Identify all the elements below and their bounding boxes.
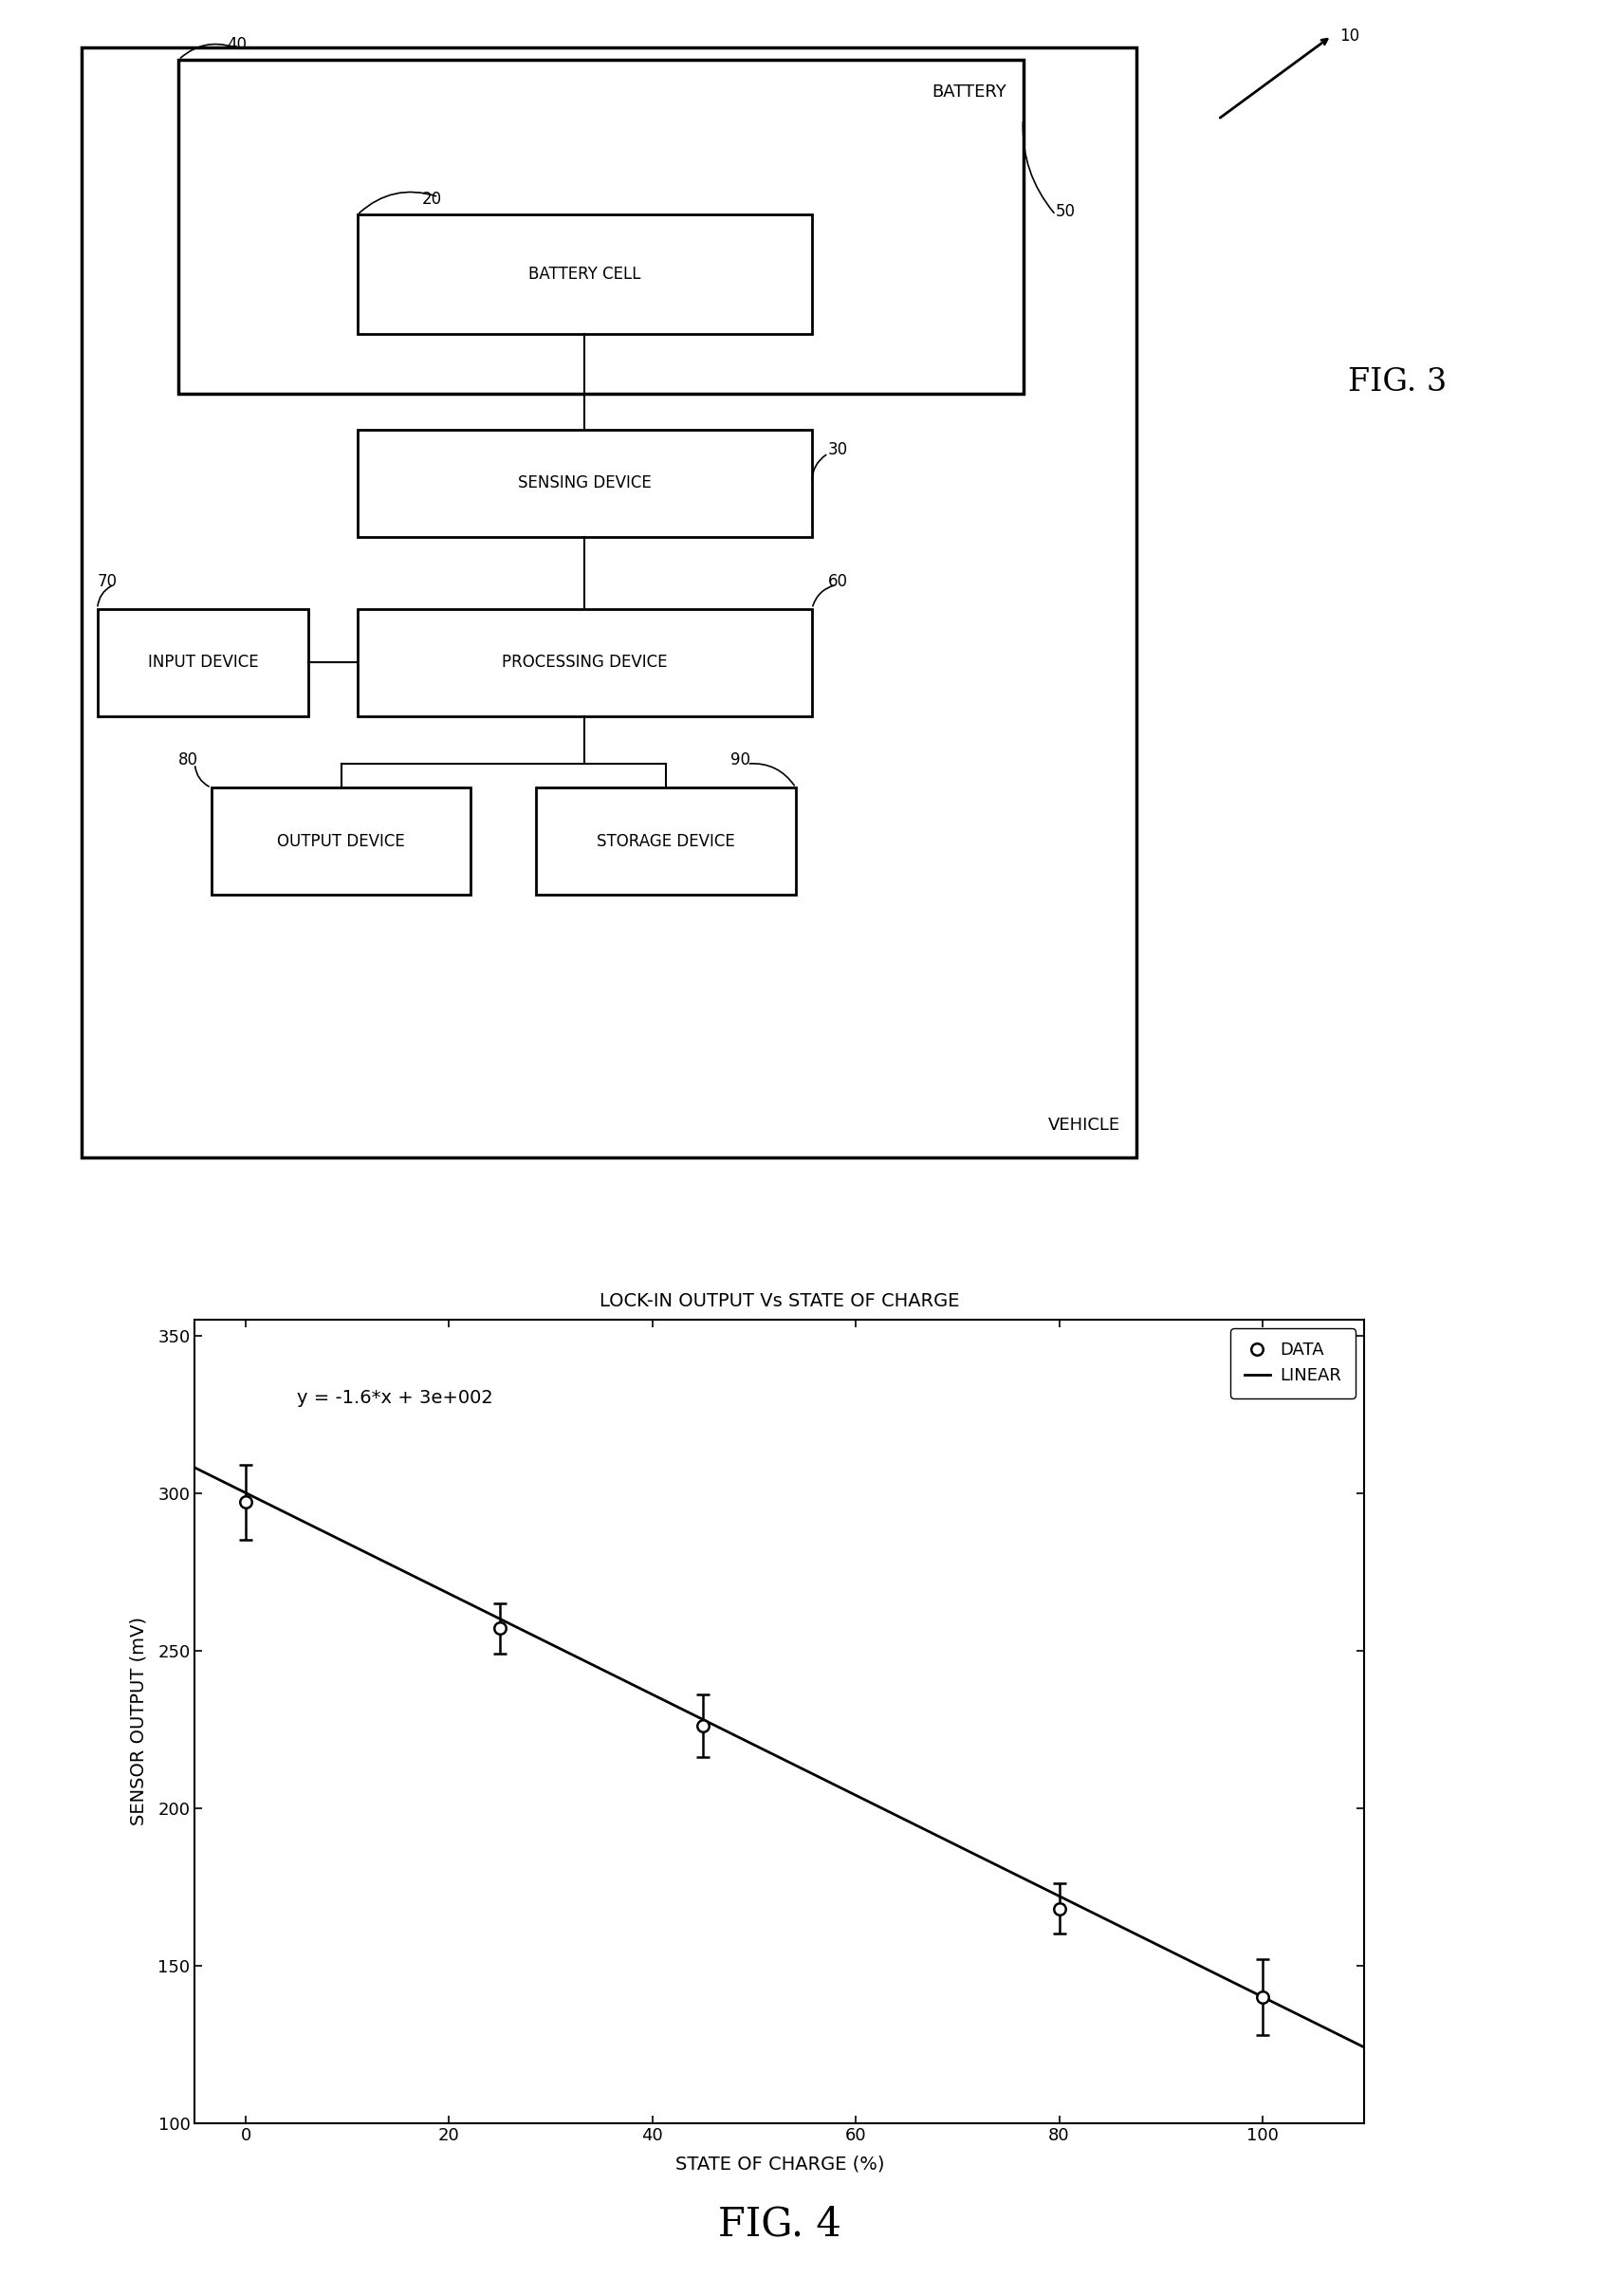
- FancyBboxPatch shape: [81, 48, 1137, 1157]
- Y-axis label: SENSOR OUTPUT (mV): SENSOR OUTPUT (mV): [130, 1618, 148, 1825]
- Text: y = -1.6*x + 3e+002: y = -1.6*x + 3e+002: [297, 1388, 492, 1407]
- Text: 20: 20: [422, 190, 442, 209]
- Text: FIG. 3: FIG. 3: [1348, 367, 1447, 397]
- X-axis label: STATE OF CHARGE (%): STATE OF CHARGE (%): [676, 2155, 883, 2173]
- Text: 40: 40: [227, 37, 247, 53]
- Text: INPUT DEVICE: INPUT DEVICE: [148, 654, 258, 670]
- FancyBboxPatch shape: [97, 608, 309, 716]
- Text: OUTPUT DEVICE: OUTPUT DEVICE: [278, 833, 404, 849]
- Text: 10: 10: [1340, 28, 1359, 44]
- Text: PROCESSING DEVICE: PROCESSING DEVICE: [502, 654, 667, 670]
- FancyBboxPatch shape: [179, 60, 1023, 395]
- Text: STORAGE DEVICE: STORAGE DEVICE: [596, 833, 736, 849]
- Text: FIG. 4: FIG. 4: [718, 2205, 841, 2245]
- FancyBboxPatch shape: [536, 787, 796, 895]
- Legend: DATA, LINEAR: DATA, LINEAR: [1231, 1329, 1356, 1398]
- Text: VEHICLE: VEHICLE: [1049, 1118, 1121, 1134]
- Text: 50: 50: [1056, 202, 1075, 220]
- Text: 80: 80: [179, 753, 198, 769]
- FancyBboxPatch shape: [357, 608, 812, 716]
- Text: 30: 30: [828, 441, 848, 459]
- Text: 60: 60: [828, 574, 848, 590]
- FancyBboxPatch shape: [357, 429, 812, 537]
- Text: BATTERY CELL: BATTERY CELL: [528, 266, 641, 282]
- FancyBboxPatch shape: [211, 787, 471, 895]
- Text: SENSING DEVICE: SENSING DEVICE: [518, 475, 651, 491]
- FancyBboxPatch shape: [357, 216, 812, 335]
- Text: 90: 90: [731, 753, 750, 769]
- Title: LOCK-IN OUTPUT Vs STATE OF CHARGE: LOCK-IN OUTPUT Vs STATE OF CHARGE: [599, 1292, 960, 1310]
- Text: BATTERY: BATTERY: [932, 83, 1007, 101]
- Text: 70: 70: [97, 574, 117, 590]
